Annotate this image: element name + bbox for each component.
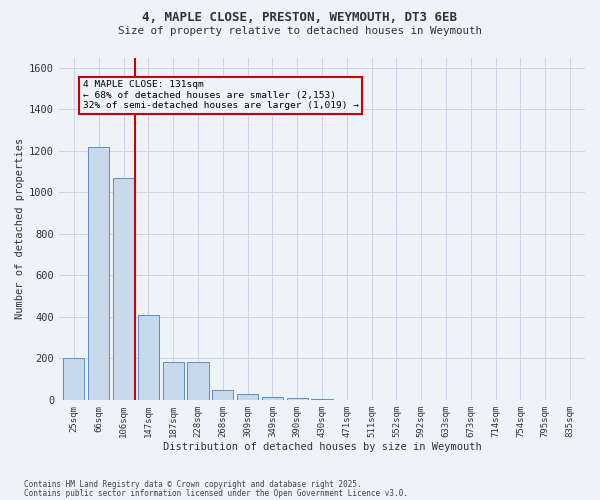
Bar [287, 398, 308, 400]
Text: 4, MAPLE CLOSE, PRESTON, WEYMOUTH, DT3 6EB: 4, MAPLE CLOSE, PRESTON, WEYMOUTH, DT3 6… [143, 11, 458, 24]
Bar [187, 362, 209, 400]
Text: Contains HM Land Registry data © Crown copyright and database right 2025.: Contains HM Land Registry data © Crown c… [24, 480, 362, 489]
Bar [88, 146, 109, 400]
Bar [138, 315, 159, 400]
Text: Contains public sector information licensed under the Open Government Licence v3: Contains public sector information licen… [24, 488, 408, 498]
Bar [311, 399, 332, 400]
Y-axis label: Number of detached properties: Number of detached properties [15, 138, 25, 320]
Bar [237, 394, 258, 400]
Bar [64, 358, 85, 400]
Text: 4 MAPLE CLOSE: 131sqm
← 68% of detached houses are smaller (2,153)
32% of semi-d: 4 MAPLE CLOSE: 131sqm ← 68% of detached … [83, 80, 359, 110]
Text: Size of property relative to detached houses in Weymouth: Size of property relative to detached ho… [118, 26, 482, 36]
Bar [113, 178, 134, 400]
Bar [262, 396, 283, 400]
Bar [163, 362, 184, 400]
Bar [212, 390, 233, 400]
X-axis label: Distribution of detached houses by size in Weymouth: Distribution of detached houses by size … [163, 442, 481, 452]
